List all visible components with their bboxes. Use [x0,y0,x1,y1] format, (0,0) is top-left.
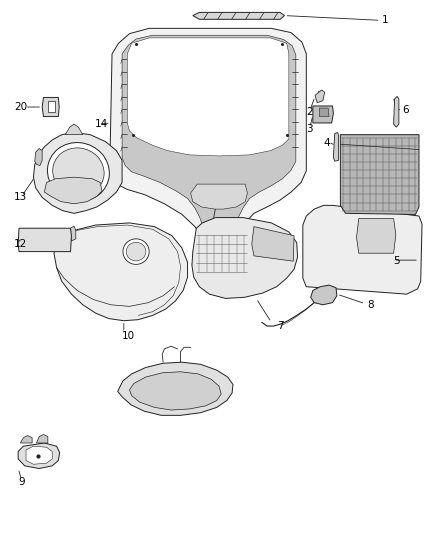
Polygon shape [252,227,294,261]
Polygon shape [333,133,339,161]
Polygon shape [130,372,221,410]
Polygon shape [18,443,60,469]
Polygon shape [313,106,333,123]
Polygon shape [192,217,297,298]
Polygon shape [193,12,285,19]
Ellipse shape [47,142,110,201]
Polygon shape [191,184,247,209]
Polygon shape [48,101,55,112]
Text: 7: 7 [277,321,283,331]
Ellipse shape [123,239,149,264]
Text: 12: 12 [14,239,27,249]
Polygon shape [340,135,419,214]
Text: 9: 9 [18,477,25,487]
Polygon shape [65,124,83,135]
Polygon shape [315,90,325,103]
Text: 1: 1 [382,15,389,26]
Text: 2: 2 [306,107,313,117]
Polygon shape [33,133,122,213]
Polygon shape [311,285,337,305]
Polygon shape [35,149,42,165]
Polygon shape [122,35,296,249]
Polygon shape [118,362,233,415]
Text: 20: 20 [14,102,27,112]
Polygon shape [394,96,399,127]
Polygon shape [18,228,71,252]
Text: 10: 10 [122,330,135,341]
Text: 6: 6 [403,104,409,115]
Polygon shape [71,226,76,241]
Text: 14: 14 [95,119,108,129]
Polygon shape [127,38,289,156]
Polygon shape [357,219,396,253]
Polygon shape [42,98,59,117]
Polygon shape [20,435,32,443]
Polygon shape [110,28,306,269]
Text: 4: 4 [324,138,330,148]
Text: 3: 3 [306,124,313,134]
Polygon shape [54,223,187,321]
Text: 13: 13 [14,192,27,203]
Polygon shape [303,205,422,294]
Polygon shape [44,177,102,204]
Ellipse shape [53,148,104,196]
Text: 8: 8 [367,300,374,310]
Polygon shape [26,446,52,464]
Text: 5: 5 [394,256,400,266]
Polygon shape [319,108,329,117]
Ellipse shape [126,243,146,261]
Polygon shape [36,434,48,443]
